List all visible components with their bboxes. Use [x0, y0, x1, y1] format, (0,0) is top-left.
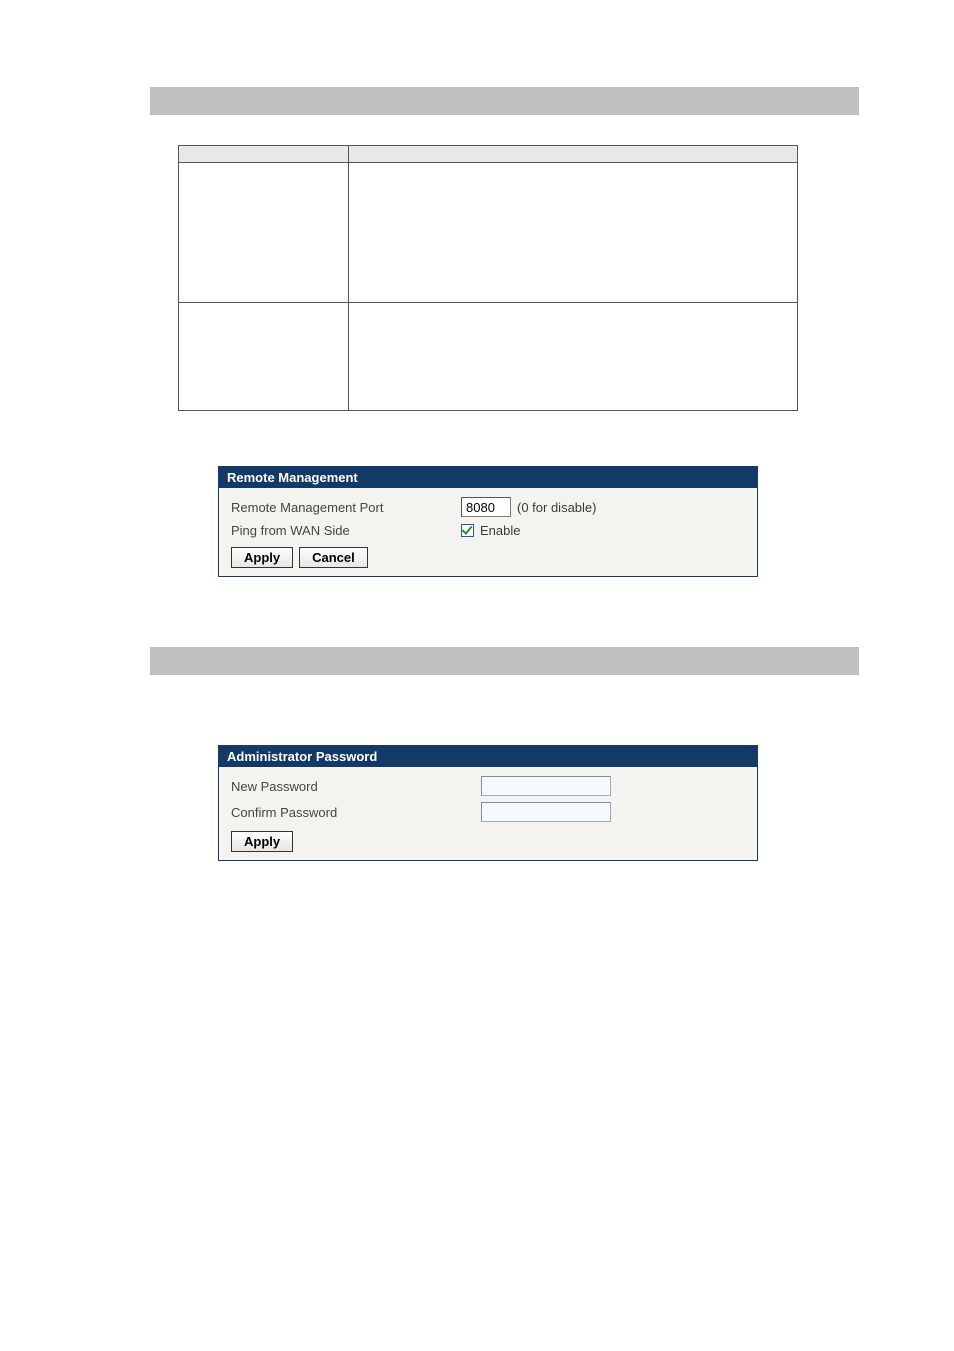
- remote-management-port-input[interactable]: [461, 497, 511, 517]
- ping-from-wan-label: Ping from WAN Side: [231, 523, 461, 538]
- administrator-password-panel: Administrator Password New Password Conf…: [218, 745, 758, 861]
- new-password-row: New Password: [231, 773, 747, 799]
- remote-management-port-label: Remote Management Port: [231, 500, 461, 515]
- section-divider-1: [150, 87, 859, 115]
- table-row: [179, 303, 798, 411]
- section-divider-2: [150, 647, 859, 675]
- table-header-desc: [349, 146, 798, 163]
- apply-button[interactable]: Apply: [231, 547, 293, 568]
- new-password-label: New Password: [231, 779, 481, 794]
- remote-management-title: Remote Management: [219, 467, 757, 488]
- table-cell-desc: [349, 163, 798, 303]
- remote-management-port-row: Remote Management Port (0 for disable): [231, 494, 747, 520]
- confirm-password-label: Confirm Password: [231, 805, 481, 820]
- table-header-param: [179, 146, 349, 163]
- table-cell-param: [179, 163, 349, 303]
- administrator-password-title: Administrator Password: [219, 746, 757, 767]
- table-cell-param: [179, 303, 349, 411]
- remote-management-port-hint: (0 for disable): [517, 500, 596, 515]
- cancel-button[interactable]: Cancel: [299, 547, 368, 568]
- parameter-table: [178, 145, 798, 411]
- ping-from-wan-row: Ping from WAN Side Enable: [231, 520, 747, 541]
- remote-management-panel: Remote Management Remote Management Port…: [218, 466, 758, 577]
- apply-button[interactable]: Apply: [231, 831, 293, 852]
- confirm-password-row: Confirm Password: [231, 799, 747, 825]
- ping-enable-checkbox[interactable]: [461, 524, 474, 537]
- table-cell-desc: [349, 303, 798, 411]
- table-row: [179, 163, 798, 303]
- ping-enable-label: Enable: [480, 523, 520, 538]
- confirm-password-input[interactable]: [481, 802, 611, 822]
- new-password-input[interactable]: [481, 776, 611, 796]
